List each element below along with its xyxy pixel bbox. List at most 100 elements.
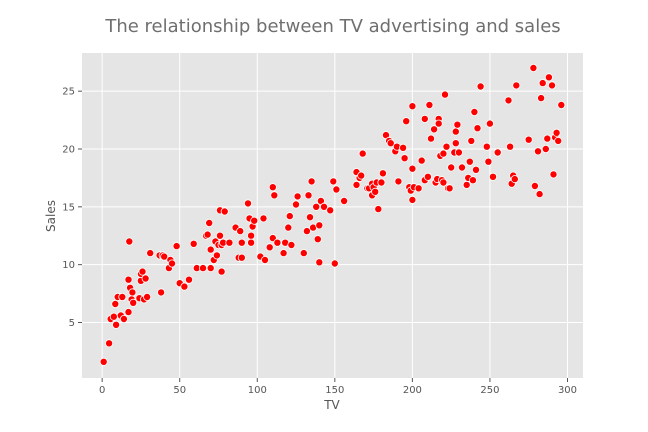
data-point: [237, 238, 246, 247]
data-point: [293, 192, 302, 201]
data-point: [180, 282, 189, 291]
data-point: [467, 136, 476, 145]
data-point: [454, 148, 463, 157]
data-point: [220, 207, 229, 216]
data-point: [205, 218, 214, 227]
data-point: [434, 119, 443, 128]
data-point: [462, 180, 471, 189]
data-point: [315, 258, 324, 267]
data-point: [357, 171, 366, 180]
data-point: [453, 120, 462, 129]
data-point: [465, 157, 474, 166]
data-point: [236, 227, 245, 236]
data-point: [184, 275, 193, 284]
data-point: [442, 142, 451, 151]
data-point: [243, 199, 252, 208]
data-point: [544, 73, 553, 82]
data-point: [414, 184, 423, 193]
data-point: [265, 243, 274, 252]
data-point: [476, 82, 485, 91]
data-point: [340, 196, 349, 205]
data-point: [237, 253, 246, 262]
y-axis-label: Sales: [44, 200, 58, 232]
data-point: [305, 213, 314, 222]
data-point: [319, 202, 328, 211]
data-point: [206, 245, 215, 254]
data-point: [215, 231, 224, 240]
data-point: [541, 144, 550, 153]
x-tick-label: 0: [99, 385, 105, 396]
data-point: [313, 235, 322, 244]
data-point: [352, 180, 361, 189]
data-point: [212, 251, 221, 260]
data-point: [146, 249, 155, 258]
data-point: [332, 185, 341, 194]
data-point: [247, 238, 256, 247]
data-point: [423, 172, 432, 181]
data-point: [488, 172, 497, 181]
data-point: [548, 81, 557, 90]
data-point: [400, 154, 409, 163]
data-point: [287, 240, 296, 249]
data-point: [217, 267, 226, 276]
data-point: [394, 177, 403, 186]
data-point: [358, 149, 367, 158]
data-point: [326, 206, 335, 215]
data-point: [109, 312, 118, 321]
data-point: [259, 214, 268, 223]
data-point: [315, 221, 324, 230]
data-point: [506, 142, 515, 151]
data-point: [105, 339, 114, 348]
data-point: [247, 231, 256, 240]
data-point: [440, 90, 449, 99]
data-point: [198, 264, 207, 273]
data-point: [524, 135, 533, 144]
data-point: [378, 169, 387, 178]
data-point: [118, 292, 127, 301]
data-point: [402, 117, 411, 126]
data-point: [312, 202, 321, 211]
y-tick-label: 25: [62, 87, 75, 98]
data-point: [160, 252, 169, 261]
data-point: [426, 134, 435, 143]
data-point: [425, 101, 434, 110]
data-point: [299, 249, 308, 258]
data-point: [124, 308, 133, 317]
data-point: [119, 314, 128, 323]
data-point: [291, 200, 300, 209]
y-tick-label: 20: [62, 144, 75, 155]
data-point: [408, 164, 417, 173]
data-point: [330, 259, 339, 268]
x-tick-label: 300: [558, 385, 577, 396]
data-point: [225, 238, 234, 247]
data-point: [530, 181, 539, 190]
data-point: [473, 124, 482, 133]
data-point: [206, 264, 215, 273]
x-tick-label: 50: [173, 385, 186, 396]
data-point: [260, 255, 269, 264]
data-point: [129, 298, 138, 307]
y-tick-label: 15: [62, 202, 75, 213]
data-point: [143, 292, 152, 301]
data-point: [451, 139, 460, 148]
data-point: [270, 191, 279, 200]
data-point: [124, 275, 133, 284]
data-point: [138, 267, 147, 276]
data-point: [128, 288, 137, 297]
data-point: [125, 237, 134, 246]
chart-title: The relationship between TV advertising …: [104, 16, 560, 37]
data-point: [141, 274, 150, 283]
data-point: [445, 184, 454, 193]
data-point: [417, 156, 426, 165]
data-point: [552, 128, 561, 137]
data-point: [447, 163, 456, 172]
data-point: [535, 190, 544, 199]
x-axis: 0 50 100 150 200 250 300: [99, 378, 577, 396]
data-point: [512, 81, 521, 90]
data-point: [482, 142, 491, 151]
data-point: [485, 119, 494, 128]
data-point: [374, 205, 383, 214]
data-point: [189, 239, 198, 248]
data-point: [167, 259, 176, 268]
